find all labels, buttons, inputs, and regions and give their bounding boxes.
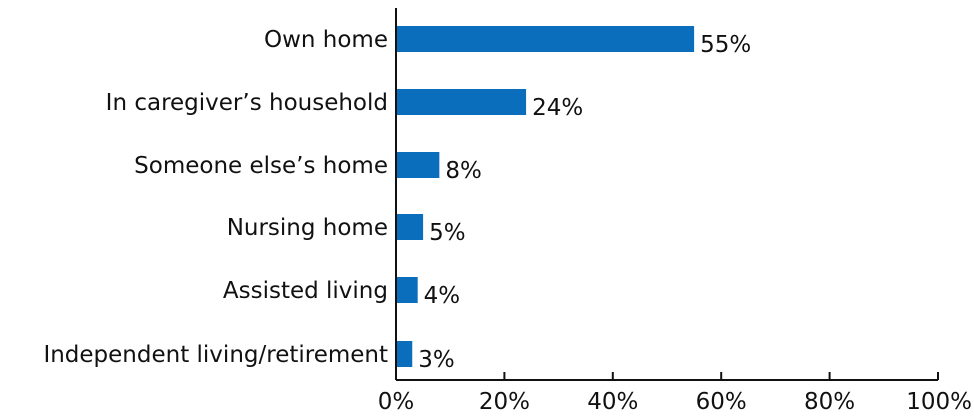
data-label: 55% (700, 32, 751, 58)
x-tick-label: 60% (696, 389, 747, 415)
bar (396, 341, 413, 367)
data-label: 8% (445, 158, 482, 184)
category-label: Someone else’s home (134, 153, 388, 179)
x-tick-label: 100% (906, 389, 972, 415)
category-label: Nursing home (227, 215, 388, 241)
category-label: In caregiver’s household (106, 90, 388, 116)
bars-layer (396, 26, 695, 367)
axes-layer (395, 8, 939, 381)
bar (396, 277, 418, 303)
category-label: Assisted living (223, 278, 388, 304)
bar (396, 214, 424, 240)
data-label: 5% (429, 220, 466, 246)
data-label: 24% (532, 95, 583, 121)
data-label: 3% (418, 347, 455, 373)
x-tick-label: 20% (479, 389, 530, 415)
data-label: 4% (424, 283, 461, 309)
x-tick-label: 80% (804, 389, 855, 415)
bar (396, 26, 695, 52)
x-tick-label: 0% (378, 389, 415, 415)
bar (396, 152, 440, 178)
x-tick-label: 40% (587, 389, 638, 415)
labels-layer: Own home 55% In caregiver’s household 24% So… (43, 27, 972, 415)
category-label: Own home (264, 27, 388, 53)
category-label: Independent living/retirement (43, 342, 388, 368)
bar (396, 89, 527, 115)
